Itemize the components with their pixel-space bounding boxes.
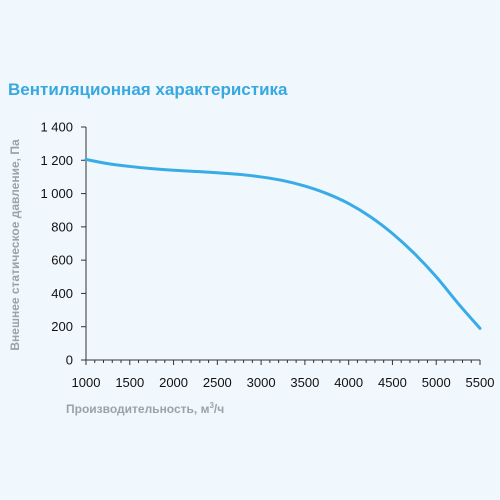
x-tick-label: 5500: [466, 375, 495, 390]
y-tick-label: 1 000: [40, 186, 73, 201]
x-tick-label: 1500: [115, 375, 144, 390]
x-axis-label-superscript: 3: [209, 401, 214, 410]
x-tick-label: 3500: [290, 375, 319, 390]
y-tick-label: 600: [51, 253, 73, 268]
x-axis-label-main: Производительность, м: [66, 402, 210, 416]
y-tick-label: 800: [51, 219, 73, 234]
chart-title: Вентиляционная характеристика: [8, 80, 288, 99]
y-tick-label: 0: [66, 353, 73, 368]
x-tick-label: 1000: [72, 375, 101, 390]
x-tick-label: 4000: [334, 375, 363, 390]
y-tick-label: 1 400: [40, 120, 73, 135]
series-line: [84, 157, 482, 330]
y-tick-label: 200: [51, 319, 73, 334]
x-tick-label: 3000: [247, 375, 276, 390]
x-tick-label: 4500: [378, 375, 407, 390]
series-group: [84, 157, 482, 330]
y-tick-label: 1 200: [40, 153, 73, 168]
x-tick-label: 2500: [203, 375, 232, 390]
x-tick-label: 2000: [159, 375, 188, 390]
y-tick-label: 400: [51, 286, 73, 301]
x-tick-label: 5000: [422, 375, 451, 390]
x-axis-label: Производительность, м3/ч: [66, 401, 224, 416]
x-axis-label-suffix: /ч: [213, 402, 225, 416]
